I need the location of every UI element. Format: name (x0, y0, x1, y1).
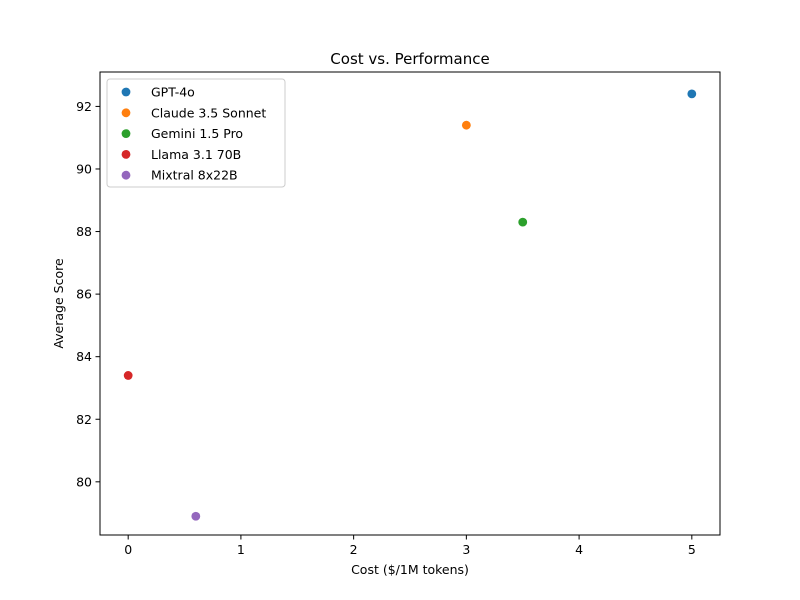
legend-label: Gemini 1.5 Pro (151, 126, 243, 141)
data-point (518, 217, 528, 227)
legend-marker (121, 87, 131, 97)
legend-label: Claude 3.5 Sonnet (151, 105, 266, 120)
legend-marker (121, 129, 131, 139)
legend-marker (121, 108, 131, 118)
data-points (123, 89, 697, 521)
x-axis-label: Cost ($/1M tokens) (351, 562, 469, 577)
data-point (123, 371, 133, 380)
plot-frame (99, 71, 721, 536)
y-tick-label: 86 (76, 287, 92, 302)
legend-items: GPT-4o Claude 3.5 Sonnet Gemini 1.5 Pro Lla… (121, 85, 266, 183)
legend: GPT-4o Claude 3.5 Sonnet Gemini 1.5 Pro Lla… (106, 78, 286, 188)
x-tick-label: 5 (688, 542, 696, 557)
x-tick-label: 1 (237, 542, 245, 557)
y-tick-label: 90 (76, 161, 92, 176)
x-tick-label: 3 (462, 542, 470, 557)
data-point (191, 511, 201, 521)
axis-ticks: 0 1 2 3 4 5 80 82 84 86 88 90 92 (76, 99, 696, 557)
legend-box (106, 78, 286, 188)
data-point (687, 89, 697, 99)
x-tick-label: 0 (124, 542, 132, 557)
legend-label: Mixtral 8x22B (151, 168, 238, 183)
y-tick-label: 84 (76, 349, 92, 364)
x-tick-label: 2 (350, 542, 358, 557)
y-tick-label: 92 (76, 99, 92, 114)
y-tick-label: 82 (76, 412, 92, 427)
y-tick-label: 88 (76, 224, 92, 239)
chart-title: Cost vs. Performance (330, 50, 489, 68)
legend-label: Llama 3.1 70B (151, 147, 241, 162)
y-axis-label: Average Score (51, 258, 66, 349)
legend-label: GPT-4o (151, 85, 195, 100)
y-tick-label: 80 (76, 474, 92, 489)
x-tick-label: 4 (575, 542, 583, 557)
legend-marker (121, 150, 131, 159)
legend-marker (121, 170, 131, 180)
data-point (461, 120, 471, 130)
